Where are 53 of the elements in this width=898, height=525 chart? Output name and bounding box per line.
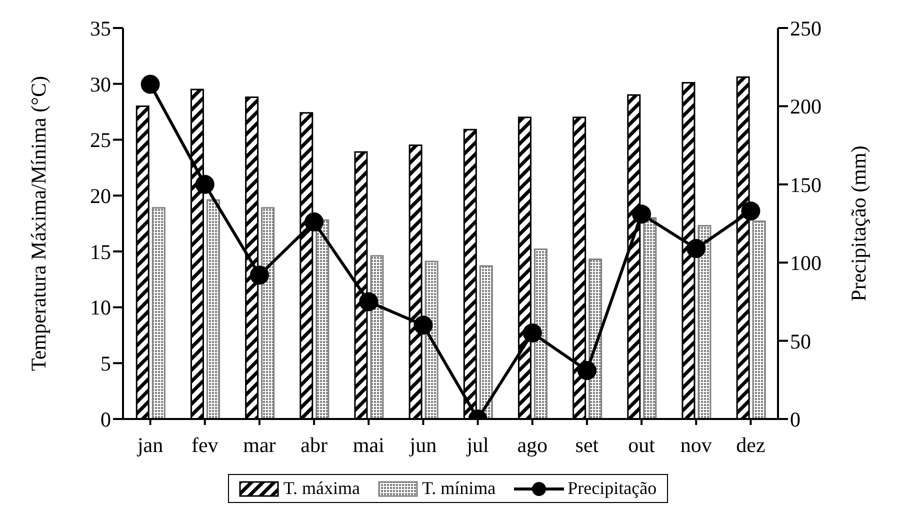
x-tick-label: jan <box>136 432 164 457</box>
bar <box>424 260 438 419</box>
y2-tick-label: 200 <box>790 94 822 119</box>
x-tick-label: mar <box>243 432 276 457</box>
bar <box>316 219 330 419</box>
point <box>140 74 160 94</box>
bar <box>534 248 548 419</box>
point <box>359 292 378 312</box>
bar <box>152 207 166 419</box>
point <box>304 212 324 232</box>
point <box>195 174 214 194</box>
y-tick-label: 15 <box>90 240 111 264</box>
point <box>250 266 269 285</box>
x-tick-label: set <box>575 432 599 457</box>
point <box>686 239 706 258</box>
y2-tick-label: 250 <box>790 16 822 40</box>
y2-tick-label: 100 <box>790 251 822 276</box>
x-tick-label: nov <box>680 432 712 457</box>
x-tick-label: abr <box>300 432 328 457</box>
x-tick-label: out <box>628 432 656 457</box>
y-tick-label: 30 <box>90 72 111 96</box>
y2-tick-label: 0 <box>790 407 800 432</box>
point <box>741 201 760 220</box>
bar <box>261 207 275 419</box>
bar <box>752 220 766 419</box>
point <box>414 316 433 335</box>
y-tick-label: 10 <box>90 296 111 320</box>
x-tick-label: jun <box>408 432 438 457</box>
y2-tick-label: 150 <box>790 172 822 197</box>
legend-label: T. máxima <box>283 478 360 499</box>
y-tick-label: 25 <box>90 128 111 152</box>
bar <box>479 265 493 419</box>
y-tick-label: 0 <box>100 407 111 432</box>
bar <box>698 224 712 419</box>
x-tick-label: mai <box>352 432 385 457</box>
y-axis-title: Temperatura Máxima/Mínima (°C) <box>26 76 50 372</box>
y2-tick-label: 50 <box>790 329 811 354</box>
x-tick-label: dez <box>736 432 766 457</box>
point <box>522 323 542 342</box>
x-tick-label: jul <box>466 432 490 457</box>
legend-label: Precipitação <box>568 478 657 499</box>
x-tick-label: fev <box>191 432 219 457</box>
y-tick-label: 35 <box>90 16 111 40</box>
point <box>632 204 652 224</box>
legend-label: T. mínima <box>422 478 496 499</box>
bar <box>643 217 657 419</box>
y-tick-label: 5 <box>100 352 111 376</box>
bar <box>206 199 220 419</box>
y-tick-label: 20 <box>90 184 111 208</box>
point <box>577 361 596 380</box>
bar <box>370 255 384 419</box>
x-tick-label: ago <box>517 432 548 457</box>
y2-axis-title: Precipitação (mm) <box>846 146 870 302</box>
